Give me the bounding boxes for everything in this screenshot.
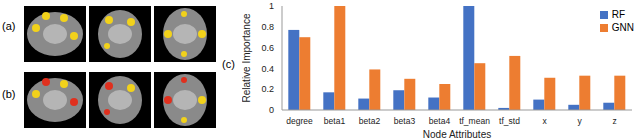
- svg-text:0.6: 0.6: [261, 43, 274, 53]
- svg-text:x: x: [542, 116, 547, 126]
- html-text:(b): (b): [2, 88, 16, 100]
- svg-text:0.2: 0.2: [261, 84, 274, 94]
- svg-text:degree: degree: [286, 116, 313, 126]
- svg-text:tf_mean: tf_mean: [459, 116, 490, 126]
- html-text:(a): (a): [2, 20, 16, 32]
- svg-text:0.8: 0.8: [261, 22, 274, 32]
- svg-text:beta2: beta2: [359, 116, 381, 126]
- svg-text:Node Attributes: Node Attributes: [423, 129, 491, 140]
- svg-text:beta1: beta1: [324, 116, 346, 126]
- html-text:GNN: GNN: [611, 22, 634, 33]
- svg-text:Relative Importance: Relative Importance: [242, 13, 252, 102]
- svg-text:y: y: [577, 116, 582, 126]
- svg-text:1: 1: [269, 1, 274, 11]
- html-text:RF: RF: [611, 9, 626, 20]
- svg-text:beta3: beta3: [394, 116, 416, 126]
- svg-text:0.4: 0.4: [261, 64, 274, 74]
- svg-text:beta4: beta4: [429, 116, 451, 126]
- svg-text:tf_std: tf_std: [499, 116, 520, 126]
- svg-text:0: 0: [269, 105, 274, 115]
- svg-text:z: z: [612, 116, 616, 126]
- html-text:(c): (c): [222, 58, 235, 70]
